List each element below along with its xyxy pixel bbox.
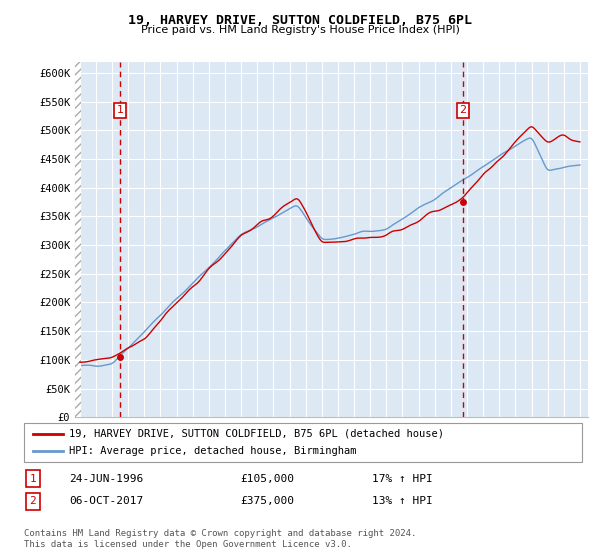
HPI: Average price, detached house, Birmingham: (2.01e+03, 3.11e+05): Average price, detached house, Birmingha… (332, 235, 340, 242)
Text: 13% ↑ HPI: 13% ↑ HPI (372, 496, 433, 506)
Text: 1: 1 (116, 105, 124, 115)
Line: 19, HARVEY DRIVE, SUTTON COLDFIELD, B75 6PL (detached house): 19, HARVEY DRIVE, SUTTON COLDFIELD, B75 … (80, 127, 580, 362)
Text: £105,000: £105,000 (240, 474, 294, 484)
Text: £375,000: £375,000 (240, 496, 294, 506)
19, HARVEY DRIVE, SUTTON COLDFIELD, B75 6PL (detached house) (158, 315, 166, 322)
Text: Price paid vs. HM Land Registry's House Price Index (HPI): Price paid vs. HM Land Registry's House … (140, 25, 460, 35)
HPI: Average price, detached house, Birmingham: (2.02e+03, 3.97e+05): Average price, detached house, Birmingha… (444, 186, 451, 193)
HPI: Average price, detached house, Birmingham: (2.02e+03, 4.87e+05): Average price, detached house, Birmingha… (526, 135, 533, 142)
HPI: Average price, detached house, Birmingham: (2.02e+03, 4.4e+05): Average price, detached house, Birmingha… (577, 162, 584, 169)
Text: HPI: Average price, detached house, Birmingham: HPI: Average price, detached house, Birm… (69, 446, 356, 456)
Text: 24-JUN-1996: 24-JUN-1996 (69, 474, 143, 484)
Text: Contains HM Land Registry data © Crown copyright and database right 2024.
This d: Contains HM Land Registry data © Crown c… (24, 529, 416, 549)
19, HARVEY DRIVE, SUTTON COLDFIELD, B75 6PL (detached house) (528, 123, 535, 130)
Text: 19, HARVEY DRIVE, SUTTON COLDFIELD, B75 6PL (detached house): 19, HARVEY DRIVE, SUTTON COLDFIELD, B75 … (69, 429, 444, 439)
19, HARVEY DRIVE, SUTTON COLDFIELD, B75 6PL (detached house) (140, 337, 147, 343)
Text: 2: 2 (29, 496, 37, 506)
19, HARVEY DRIVE, SUTTON COLDFIELD, B75 6PL (detached house) (443, 203, 450, 210)
Text: 17% ↑ HPI: 17% ↑ HPI (372, 474, 433, 484)
HPI: Average price, detached house, Birmingham: (2e+03, 3.26e+05): Average price, detached house, Birmingha… (246, 227, 253, 234)
HPI: Average price, detached house, Birmingham: (2e+03, 8.89e+04): Average price, detached house, Birmingha… (94, 363, 101, 370)
19, HARVEY DRIVE, SUTTON COLDFIELD, B75 6PL (detached house) (76, 359, 83, 366)
HPI: Average price, detached house, Birmingham: (2.02e+03, 4.38e+05): Average price, detached house, Birmingha… (568, 162, 575, 169)
Bar (75, 62, 81, 417)
19, HARVEY DRIVE, SUTTON COLDFIELD, B75 6PL (detached house) (331, 239, 338, 245)
HPI: Average price, detached house, Birmingham: (2e+03, 1.49e+05): Average price, detached house, Birmingha… (141, 328, 148, 335)
Text: 19, HARVEY DRIVE, SUTTON COLDFIELD, B75 6PL: 19, HARVEY DRIVE, SUTTON COLDFIELD, B75 … (128, 14, 472, 27)
Line: HPI: Average price, detached house, Birmingham: HPI: Average price, detached house, Birm… (80, 138, 580, 366)
Text: 06-OCT-2017: 06-OCT-2017 (69, 496, 143, 506)
Text: 1: 1 (29, 474, 37, 484)
HPI: Average price, detached house, Birmingham: (1.99e+03, 9e+04): Average price, detached house, Birmingha… (76, 362, 83, 369)
Text: 2: 2 (460, 105, 467, 115)
19, HARVEY DRIVE, SUTTON COLDFIELD, B75 6PL (detached house) (245, 228, 252, 235)
19, HARVEY DRIVE, SUTTON COLDFIELD, B75 6PL (detached house) (567, 136, 574, 143)
HPI: Average price, detached house, Birmingham: (2e+03, 1.83e+05): Average price, detached house, Birmingha… (160, 309, 167, 316)
19, HARVEY DRIVE, SUTTON COLDFIELD, B75 6PL (detached house) (577, 138, 584, 145)
